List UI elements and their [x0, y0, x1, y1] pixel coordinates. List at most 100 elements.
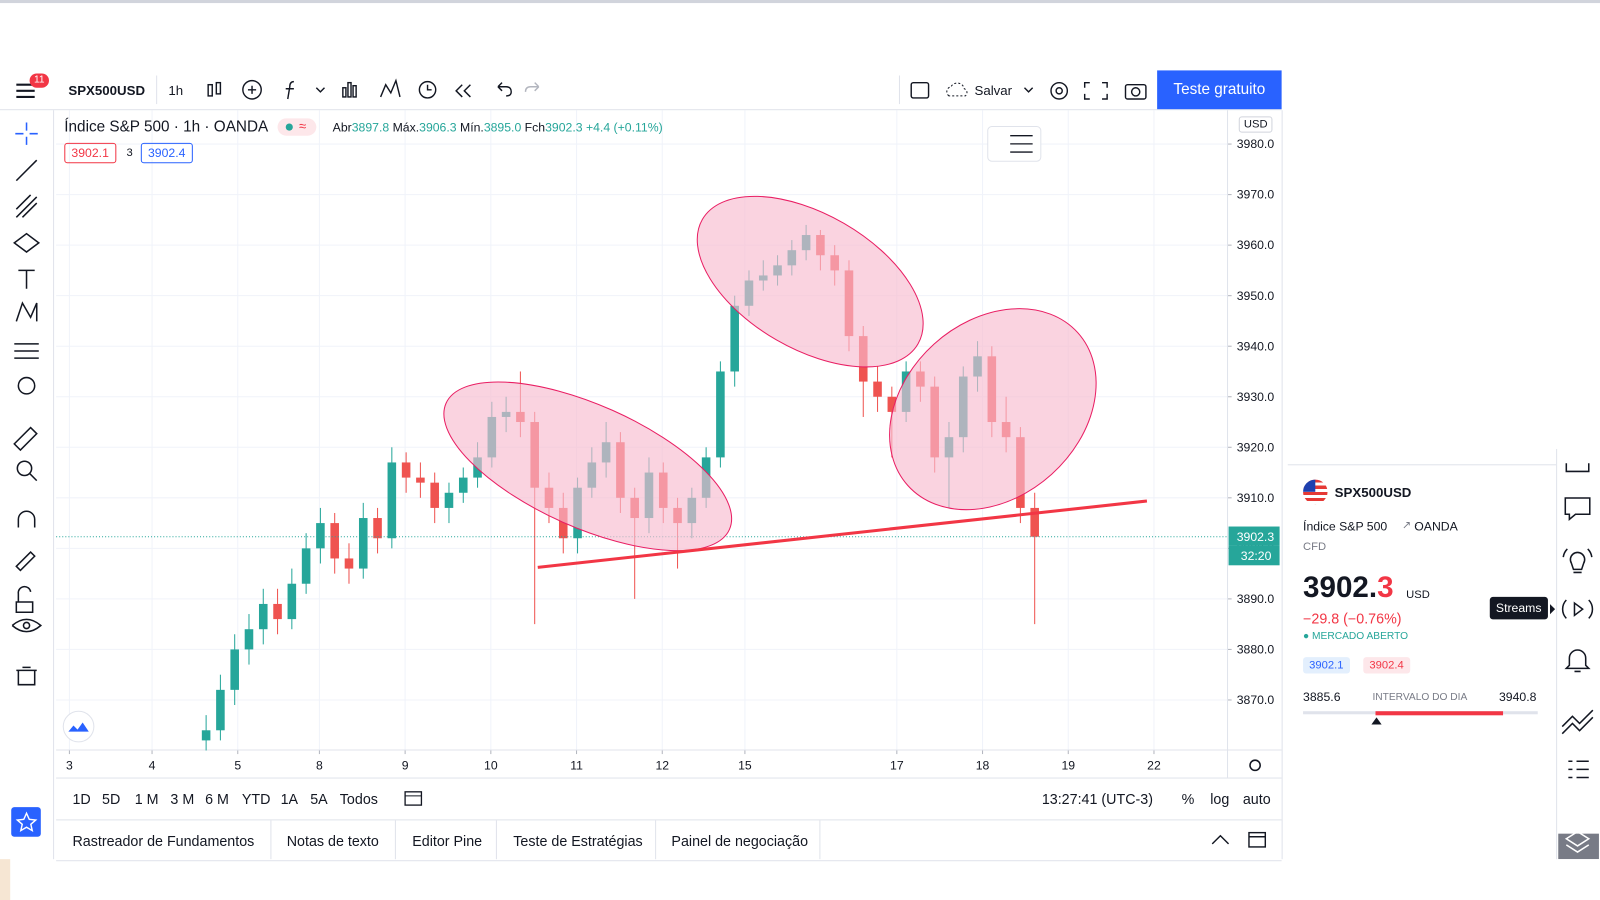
logo[interactable]: [62, 710, 95, 743]
x-tick-label: 15: [738, 758, 752, 772]
x-tick-label: 22: [1147, 758, 1161, 772]
favorites-button[interactable]: [11, 807, 41, 837]
ohlc-value: 3902.3: [545, 120, 583, 135]
countdown-box: [1228, 545, 1280, 566]
currency-label[interactable]: USD: [1238, 116, 1273, 133]
range-button[interactable]: YTD: [241, 790, 271, 808]
candle-body: [201, 730, 211, 741]
separator-dot: ↗ ·: [1402, 519, 1419, 532]
divider: [819, 820, 821, 860]
footer-tab[interactable]: Editor Pine: [412, 832, 483, 849]
price-main: 3902.: [1303, 571, 1378, 605]
y-tick-label: 3980.0: [1237, 137, 1275, 151]
footer-tab[interactable]: Rastreador de Fundamentos: [72, 832, 255, 849]
range-button[interactable]: 1D: [72, 790, 91, 808]
footer-tab[interactable]: Teste de Estratégias: [513, 832, 643, 849]
x-tick-label: 17: [890, 758, 904, 772]
detail-exchange: OANDA: [1414, 519, 1458, 534]
day-range-label: INTERVALO DO DIA: [1372, 691, 1468, 704]
y-tick-label: 3870.0: [1237, 693, 1275, 707]
divider: [270, 820, 272, 860]
divider: [394, 820, 396, 860]
interval-button[interactable]: 1h: [168, 82, 184, 98]
candle-body: [887, 396, 897, 412]
footer-tab[interactable]: Painel de negociação: [671, 832, 809, 849]
ellipse-drawing[interactable]: [849, 267, 1136, 550]
candle-body: [873, 381, 882, 397]
candle-body: [316, 523, 325, 549]
ohlc-value: 3897.8: [351, 120, 390, 135]
ellipse-drawing[interactable]: [421, 347, 754, 585]
legend-ohlc: Abr3897.8 Máx.3906.3 Mín.3895.0 Fch3902.…: [333, 120, 663, 134]
candle-body: [301, 548, 311, 584]
range-button[interactable]: 5D: [102, 790, 121, 808]
y-tick-label: 3890.0: [1237, 592, 1275, 606]
candle-body: [358, 518, 368, 569]
y-tick-label: 3930.0: [1237, 390, 1275, 404]
range-button[interactable]: 3 M: [170, 790, 195, 808]
y-tick-label: 3910.0: [1237, 491, 1275, 505]
range-button[interactable]: 1A: [280, 790, 299, 808]
x-tick-label: 11: [570, 758, 583, 772]
range-marker: [1371, 717, 1382, 725]
flag-icon: [1303, 479, 1328, 505]
x-tick-label: 10: [484, 758, 498, 772]
ellipse-drawing[interactable]: [669, 161, 952, 402]
candle-body: [458, 477, 468, 493]
ohlc-value: 3895.0: [483, 120, 522, 135]
divider: [156, 75, 158, 105]
settings-icon[interactable]: [1249, 759, 1261, 772]
range-button[interactable]: 6 M: [205, 790, 229, 808]
range-button[interactable]: Todos: [339, 790, 378, 808]
percent-toggle[interactable]: %: [1181, 790, 1195, 808]
range-button[interactable]: 1 M: [134, 790, 159, 808]
log-toggle[interactable]: log: [1210, 790, 1230, 808]
buy-price[interactable]: 3902.4: [140, 142, 193, 164]
ohlc-label: Fch: [524, 120, 546, 135]
toolbar-right-icons: [1023, 81, 1147, 100]
detail-bid: 3902.1: [1303, 657, 1350, 674]
footer-icons[interactable]: [1209, 829, 1270, 851]
toolbar-border: [53, 110, 55, 860]
candle-body: [416, 477, 425, 483]
legend-exchange: OANDA: [213, 118, 269, 136]
divider: [495, 820, 497, 860]
auto-toggle[interactable]: auto: [1242, 790, 1271, 808]
detail-currency: USD: [1406, 588, 1430, 602]
status-text: MERCADO ABERTO: [1312, 630, 1409, 642]
candle-body: [330, 523, 339, 559]
edge: [0, 859, 11, 900]
candle-body: [387, 462, 397, 539]
save-button[interactable]: Salvar: [974, 82, 1013, 98]
detail-symbol[interactable]: SPX500USD: [1334, 484, 1412, 500]
candle-body: [1030, 507, 1039, 537]
divider: [655, 820, 657, 860]
ohlc-label: Mín.: [459, 120, 484, 135]
y-tick-label: 3950.0: [1237, 289, 1275, 303]
y-tick-label: 3970.0: [1237, 188, 1275, 202]
x-tick-label: 4: [149, 758, 156, 772]
star-icon: [15, 811, 38, 833]
symbol-search[interactable]: SPX500USD: [68, 82, 146, 98]
x-tick-label: 5: [234, 758, 241, 772]
day-low: 3885.6: [1303, 689, 1341, 705]
drawing-tools: [11, 122, 42, 686]
day-high: 3940.8: [1498, 689, 1537, 705]
candle-body: [558, 507, 568, 539]
detail-name[interactable]: Índice S&P 500: [1303, 519, 1388, 534]
goto-date-icon[interactable]: [403, 788, 423, 808]
trial-button[interactable]: Teste gratuito: [1157, 70, 1282, 110]
symbol-name: Índice S&P 500: [64, 118, 170, 136]
candle-body: [401, 462, 411, 478]
trend-line[interactable]: [537, 499, 1148, 569]
countdown-label: 32:20: [1241, 549, 1272, 563]
range-button[interactable]: 5A: [310, 790, 328, 808]
sell-price[interactable]: 3902.1: [64, 142, 117, 164]
y-tick-label: 3920.0: [1237, 440, 1275, 454]
footer-tab[interactable]: Notas de texto: [286, 832, 379, 849]
candle-body: [287, 583, 297, 620]
toolbar-border: [0, 109, 1282, 111]
legend-interval: 1h: [183, 118, 201, 136]
